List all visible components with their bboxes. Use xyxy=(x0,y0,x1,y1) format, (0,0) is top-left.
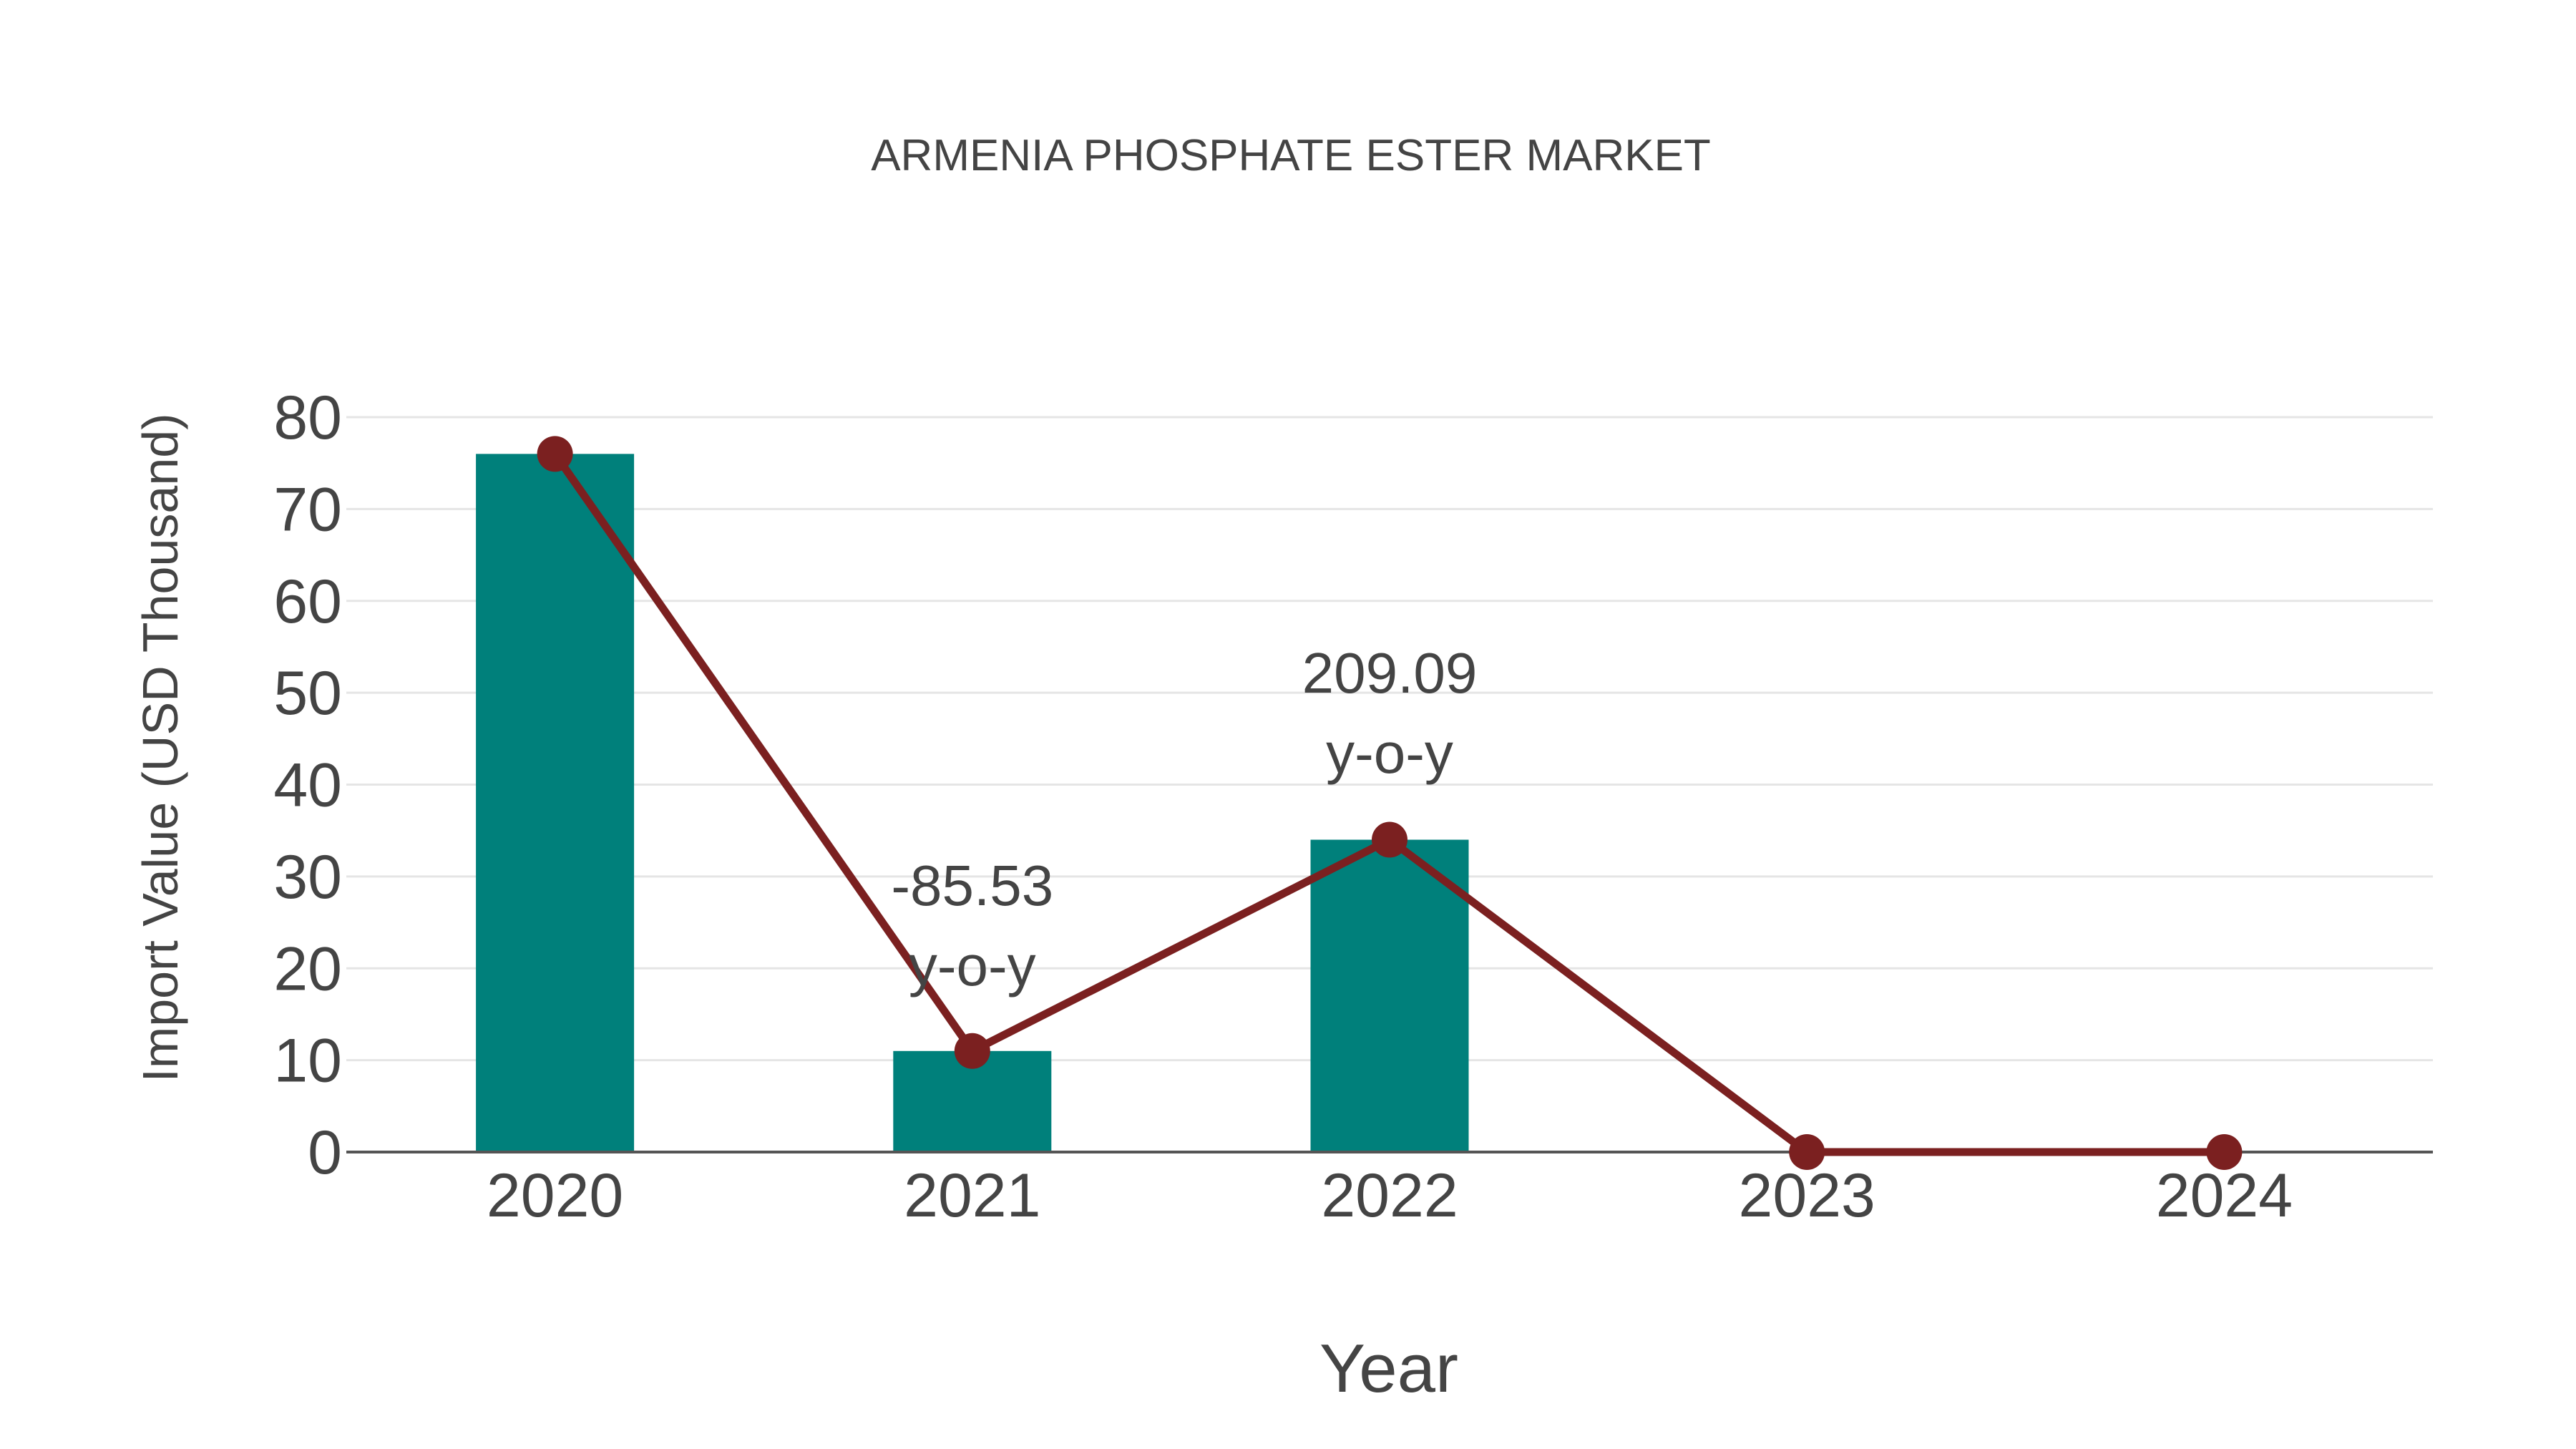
y-tick-label: 60 xyxy=(273,567,342,636)
yoy-value: 209.09 xyxy=(1302,641,1478,705)
line-marker-2024 xyxy=(2206,1134,2243,1170)
y-tick-label: 50 xyxy=(273,659,342,728)
line-marker-2022 xyxy=(1372,821,1407,858)
x-axis-ticks: 2020 2021 2022 2023 2024 xyxy=(487,1161,2293,1230)
yoy-value: -85.53 xyxy=(891,854,1053,917)
x-tick-label: 2023 xyxy=(1739,1161,1875,1230)
x-axis-label: Year xyxy=(1319,1330,1458,1407)
chart-title: ARMENIA PHOSPHATE ESTER MARKET xyxy=(871,131,1711,180)
yoy-annotations: -85.53 y-o-y 209.09 y-o-y xyxy=(891,641,1477,997)
y-tick-label: 30 xyxy=(273,843,342,912)
y-tick-label: 0 xyxy=(308,1118,342,1187)
trend-line xyxy=(537,436,2243,1170)
y-tick-label: 70 xyxy=(273,475,342,544)
x-tick-label: 2021 xyxy=(904,1161,1040,1230)
yoy-label: y-o-y xyxy=(909,934,1036,997)
y-axis-label: Import Value (USD Thousand) xyxy=(132,413,188,1082)
y-tick-label: 80 xyxy=(273,384,342,452)
line-marker-2020 xyxy=(537,436,573,472)
y-axis-ticks: 0 10 20 30 40 50 60 70 80 xyxy=(273,384,342,1187)
y-tick-label: 20 xyxy=(273,935,342,1003)
x-tick-label: 2020 xyxy=(487,1161,623,1230)
yoy-label: y-o-y xyxy=(1326,721,1453,785)
line-marker-2021 xyxy=(954,1033,990,1069)
bars xyxy=(476,454,1469,1152)
x-tick-label: 2024 xyxy=(2156,1161,2293,1230)
bar-2022 xyxy=(1310,839,1469,1152)
bar-2020 xyxy=(476,454,635,1152)
x-tick-label: 2022 xyxy=(1321,1161,1458,1230)
y-tick-label: 40 xyxy=(273,751,342,820)
y-tick-label: 10 xyxy=(273,1027,342,1096)
line-marker-2023 xyxy=(1789,1134,1825,1170)
